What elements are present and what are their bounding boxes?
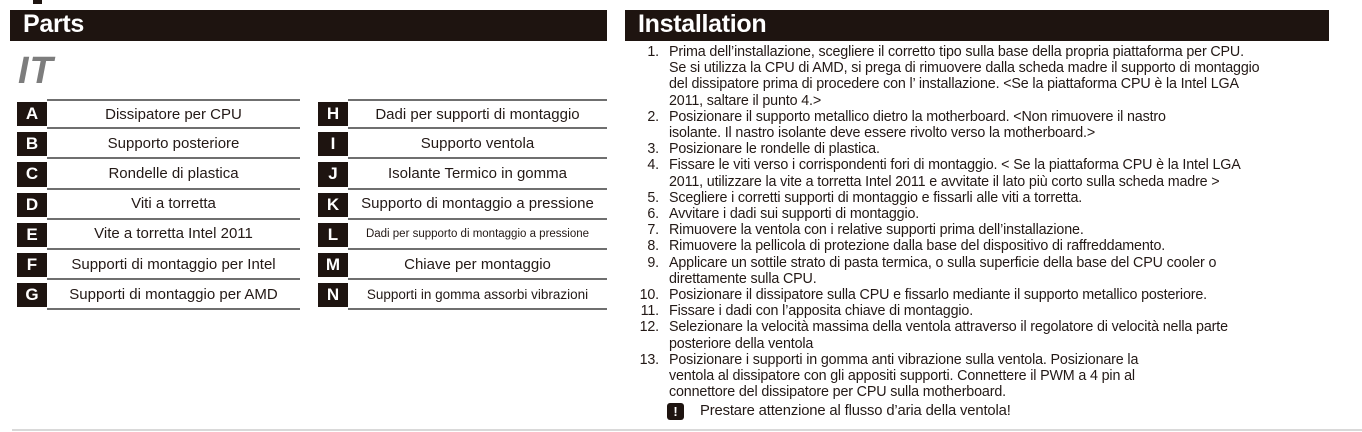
step-text: Avvitare i dadi sui supporti di montaggi… [669, 206, 920, 223]
step-text: Fissare le viti verso i corrispondenti f… [669, 157, 1241, 190]
step-number: 8. [647, 238, 659, 255]
step-text: Fissare i dadi con l’apposita chiave di … [669, 303, 974, 320]
part-key-badge: N [318, 283, 348, 308]
installation-step: 12. Selezionare la velocità massima dell… [625, 319, 1358, 351]
step-text: Applicare un sottile strato di pasta ter… [669, 254, 1217, 287]
step-text: Rimuovere la pellicola di protezione dal… [669, 238, 1166, 255]
parts-table-row: K Supporto di montaggio a pressione [318, 190, 607, 220]
step-number: 1. [647, 44, 659, 60]
step-text: Posizionare le rondelle di plastica. [669, 141, 880, 158]
parts-table-row: H Dadi per supporti di montaggio [318, 99, 607, 130]
parts-table-row: E Vite a torretta Intel 2011 [17, 220, 300, 250]
step-number: 7. [647, 222, 659, 239]
step-number: 3. [647, 141, 659, 158]
step-text: Posizionare il dissipatore sulla CPU e f… [669, 287, 1207, 304]
installation-header: Installation [625, 10, 1329, 41]
part-name: Dadi per supporti di montaggio [348, 99, 607, 130]
part-key-badge: C [17, 162, 47, 187]
parts-table-row: L Dadi per supporto di montaggio a press… [318, 220, 607, 250]
step-text: Rimuovere la ventola con i relative supp… [669, 222, 1084, 239]
part-name: Supporti in gomma assorbi vibrazioni [348, 280, 607, 311]
part-key-badge: J [318, 162, 348, 187]
part-name: Viti a torretta [47, 190, 300, 220]
installation-steps: 1. Prima dell’installazione, scegliere i… [625, 44, 1358, 421]
part-name: Dadi per supporto di montaggio a pressio… [348, 220, 607, 250]
part-key-badge: M [318, 252, 348, 278]
installation-step: 6. Avvitare i dadi sui supporti di monta… [625, 206, 1358, 222]
step-number: 12. [639, 319, 660, 336]
step-text: Posizionare il supporto metallico dietro… [669, 108, 1166, 142]
parts-table-row: A Dissipatore per CPU [17, 99, 300, 130]
installation-step: 8. Rimuovere la pellicola di protezione … [625, 238, 1358, 254]
part-key-badge: H [318, 102, 348, 127]
installation-step: 11. Fissare i dadi con l’apposita chiave… [625, 303, 1358, 319]
installation-step: 13. Posizionare i supporti in gomma anti… [625, 352, 1358, 401]
page-bottom-divider [12, 429, 1362, 431]
parts-table-row: F Supporti di montaggio per Intel [17, 250, 300, 281]
language-label: IT [18, 50, 54, 92]
step-number: 10. [639, 287, 660, 304]
parts-table-row: I Supporto ventola [318, 129, 607, 160]
parts-table-row: G Supporti di montaggio per AMD [17, 280, 300, 311]
step-number: 6. [647, 206, 659, 223]
step-number: 4. [647, 157, 659, 174]
step-number: 11. [640, 303, 660, 320]
installation-step: 10. Posizionare il dissipatore sulla CPU… [625, 287, 1358, 303]
part-name: Vite a torretta Intel 2011 [47, 220, 300, 250]
installation-step: 4. Fissare le viti verso i corrispondent… [625, 157, 1358, 189]
warning-text: Prestare attenzione al flusso d’aria del… [700, 403, 1011, 420]
installation-step: 7. Rimuovere la ventola con i relative s… [625, 222, 1358, 238]
part-key-badge: K [318, 192, 348, 217]
part-name: Supporti di montaggio per AMD [47, 280, 300, 311]
parts-header: Parts [10, 10, 607, 41]
step-text: Prima dell’installazione, scegliere il c… [669, 44, 1260, 109]
part-key-badge: A [17, 102, 47, 127]
step-number: 5. [647, 189, 659, 206]
installation-header-label: Installation [638, 10, 767, 38]
parts-table-left-column: A Dissipatore per CPU B Supporto posteri… [17, 99, 300, 311]
exclamation-icon: ! [667, 403, 684, 421]
part-name: Dissipatore per CPU [47, 99, 300, 130]
step-number: 9. [647, 254, 659, 271]
part-name: Rondelle di plastica [47, 159, 300, 190]
installation-step: 3. Posizionare le rondelle di plastica. [625, 141, 1358, 157]
parts-table-row: C Rondelle di plastica [17, 159, 300, 190]
airflow-warning: ! Prestare attenzione al flusso d’aria d… [667, 403, 1358, 421]
part-name: Isolante Termico in gomma [348, 159, 607, 190]
part-name: Supporto ventola [348, 129, 607, 160]
installation-step: 9. Applicare un sottile strato di pasta … [625, 255, 1358, 287]
part-name: Chiave per montaggio [348, 250, 607, 281]
step-number: 2. [647, 108, 659, 125]
part-name: Supporto posteriore [47, 129, 300, 160]
step-text: Selezionare la velocità massima della ve… [669, 319, 1228, 352]
parts-table-right-column: H Dadi per supporti di montaggio I Suppo… [318, 99, 607, 311]
step-text: Scegliere i corretti supporti di montagg… [669, 189, 1083, 206]
part-key-badge: D [17, 192, 47, 217]
parts-table-row: J Isolante Termico in gomma [318, 159, 607, 190]
installation-step: 5. Scegliere i corretti supporti di mont… [625, 190, 1358, 206]
part-name: Supporti di montaggio per Intel [47, 250, 300, 281]
part-name: Supporto di montaggio a pressione [348, 190, 607, 220]
parts-table-row: D Viti a torretta [17, 190, 300, 220]
step-text: Posizionare i supporti in gomma anti vib… [669, 351, 1139, 401]
part-key-badge: L [318, 222, 348, 247]
installation-step: 1. Prima dell’installazione, scegliere i… [625, 44, 1358, 109]
parts-header-label: Parts [23, 10, 85, 38]
part-key-badge: F [17, 252, 47, 278]
part-key-badge: E [17, 222, 47, 247]
part-key-badge: I [318, 132, 348, 157]
page-crop-artifact [33, 0, 42, 4]
part-key-badge: G [17, 283, 47, 308]
parts-table-row: N Supporti in gomma assorbi vibrazioni [318, 280, 607, 311]
step-number: 13. [639, 351, 660, 368]
installation-step: 2. Posizionare il supporto metallico die… [625, 109, 1358, 141]
parts-table-row: B Supporto posteriore [17, 129, 300, 160]
part-key-badge: B [17, 132, 47, 157]
parts-table-row: M Chiave per montaggio [318, 250, 607, 281]
